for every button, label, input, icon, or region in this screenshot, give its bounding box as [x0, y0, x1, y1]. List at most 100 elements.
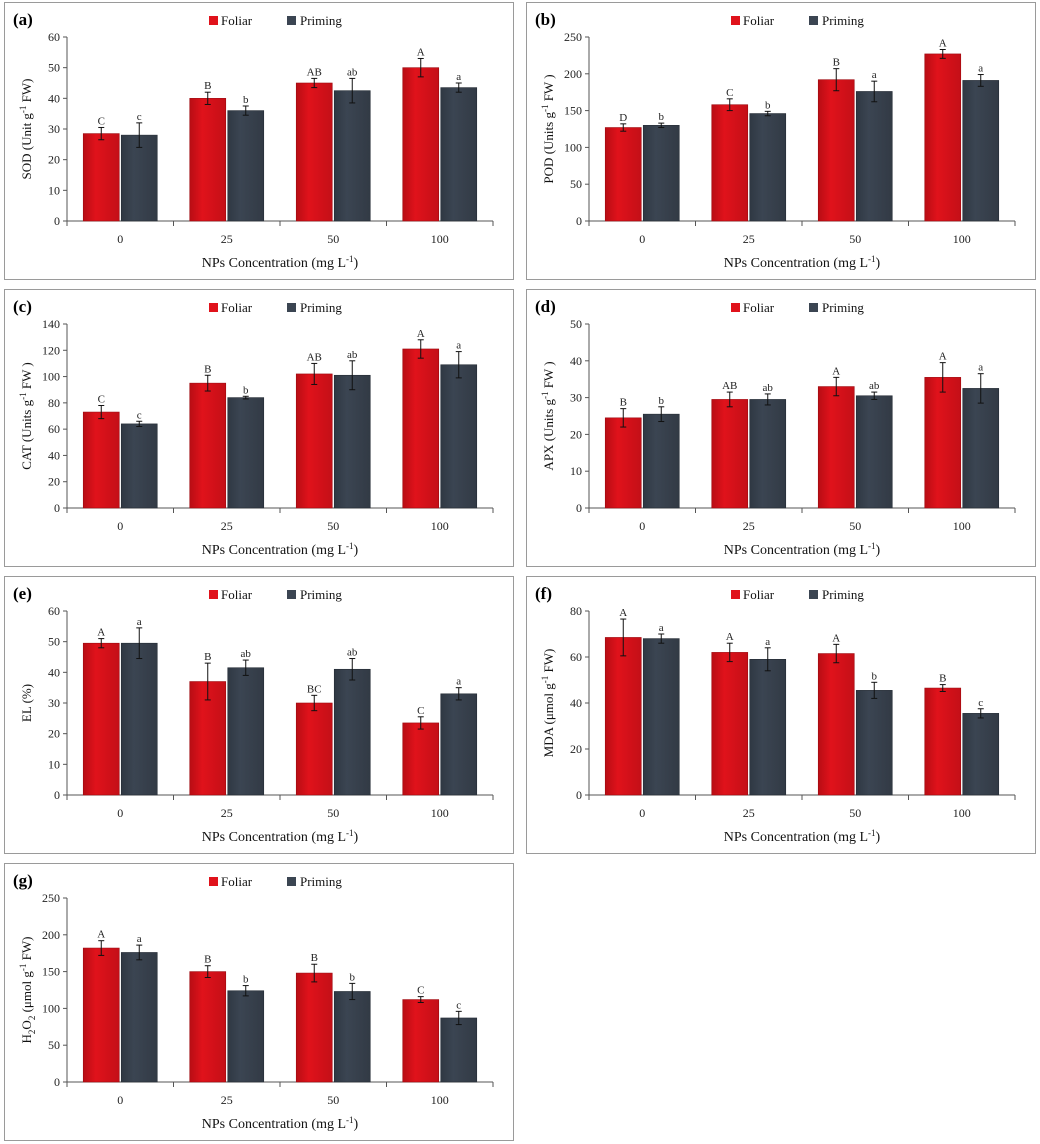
y-tick-label: 50 [570, 177, 582, 191]
x-tick-label: 0 [639, 519, 645, 533]
legend-label-foliar: Foliar [743, 587, 775, 602]
y-tick-label: 50 [48, 61, 60, 75]
bar-foliar [924, 53, 962, 222]
significance-letter: B [311, 952, 318, 964]
legend-swatch-foliar [731, 590, 740, 599]
legend-swatch-foliar [209, 877, 218, 886]
x-tick-label: 50 [327, 232, 339, 246]
y-tick-label: 60 [570, 650, 582, 664]
chart-svg: (a) Foliar Priming 0 10 20 30 40 50 60 0 C c 25 Bb 50 AB… [13, 10, 494, 271]
y-tick-label: 80 [570, 604, 582, 618]
significance-letter: a [137, 616, 142, 628]
y-tick-label: 50 [570, 317, 582, 331]
bar-foliar [295, 82, 333, 222]
bar-foliar [604, 127, 642, 222]
bar-priming [855, 91, 893, 222]
y-tick-label: 100 [42, 370, 60, 384]
bar-priming [855, 395, 893, 509]
significance-letter: c [137, 409, 142, 421]
bar-foliar [817, 653, 855, 796]
x-tick-label: 25 [743, 232, 755, 246]
bar-priming [227, 667, 265, 796]
y-tick-label: 60 [48, 422, 60, 436]
y-tick-label: 150 [564, 104, 582, 118]
y-tick-label: 40 [570, 696, 582, 710]
significance-letter: AB [722, 380, 737, 392]
significance-letter: a [456, 676, 461, 688]
legend-swatch-priming [809, 16, 818, 25]
legend-label-foliar: Foliar [743, 13, 775, 28]
bar-foliar [711, 652, 749, 796]
bar-priming [749, 113, 787, 222]
x-tick-label: 100 [431, 1093, 449, 1107]
chart-svg: (b) Foliar Priming 0 50 100 150 200 250 0 D b 25 Cb 50… [535, 10, 1016, 271]
significance-letter: A [619, 607, 627, 619]
significance-letter: A [726, 631, 734, 643]
x-tick-label: 100 [431, 519, 449, 533]
significance-letter: B [204, 651, 211, 663]
y-tick-label: 10 [570, 464, 582, 478]
y-axis-title: MDA (μmol g-1 FW) [540, 649, 556, 758]
significance-letter: C [417, 985, 424, 997]
significance-letter: a [456, 71, 461, 83]
y-axis-title: EL (%) [19, 684, 34, 722]
y-tick-label: 0 [576, 501, 582, 515]
significance-letter: a [978, 362, 983, 374]
y-tick-label: 30 [570, 391, 582, 405]
panel-letter: (c) [13, 297, 32, 316]
significance-letter: B [620, 397, 627, 409]
x-tick-label: 100 [953, 519, 971, 533]
y-tick-label: 60 [48, 30, 60, 44]
significance-letter: a [659, 622, 664, 634]
y-tick-label: 10 [48, 757, 60, 771]
bar-foliar [924, 377, 962, 509]
significance-letter: ab [241, 648, 252, 660]
significance-letter: c [456, 999, 461, 1011]
chart-svg: (g) Foliar Priming 0 50 100 150 200 250 0 A a 25 Bb 50… [13, 871, 494, 1132]
chart-svg: (d) Foliar Priming 0 10 20 30 40 50 0 B b 25 AB ab 50 Aa… [535, 297, 1016, 558]
legend-label-priming: Priming [822, 587, 864, 602]
panel-letter: (f) [535, 584, 552, 603]
bar-priming [749, 399, 787, 509]
x-tick-label: 50 [327, 806, 339, 820]
x-tick-label: 0 [117, 806, 123, 820]
bar-priming [642, 125, 680, 222]
bar-foliar [402, 722, 440, 796]
y-tick-label: 0 [576, 788, 582, 802]
x-tick-label: 0 [639, 806, 645, 820]
bar-foliar [604, 417, 642, 509]
bar-priming [642, 413, 680, 509]
significance-letter: A [939, 38, 947, 50]
significance-letter: A [832, 632, 840, 644]
bar-foliar [82, 947, 120, 1083]
bar-foliar [604, 637, 642, 796]
significance-letter: b [765, 99, 771, 111]
significance-letter: A [97, 627, 105, 639]
y-tick-label: 0 [54, 1075, 60, 1089]
y-tick-label: 200 [564, 67, 582, 81]
legend-label-priming: Priming [300, 300, 342, 315]
x-tick-label: 0 [639, 232, 645, 246]
significance-letter: BC [307, 683, 322, 695]
panel-letter: (g) [13, 871, 33, 890]
x-tick-label: 100 [953, 806, 971, 820]
x-tick-label: 25 [221, 232, 233, 246]
legend-swatch-foliar [209, 590, 218, 599]
significance-letter: a [872, 69, 877, 81]
y-tick-label: 100 [42, 1001, 60, 1015]
y-tick-label: 140 [42, 317, 60, 331]
y-tick-label: 200 [42, 928, 60, 942]
y-axis-title: APX (Units g-1 FW ) [540, 361, 556, 470]
y-tick-label: 40 [570, 354, 582, 368]
bar-foliar [924, 687, 962, 796]
significance-letter: B [204, 363, 211, 375]
x-tick-label: 0 [117, 519, 123, 533]
significance-letter: A [417, 46, 425, 58]
y-tick-label: 100 [564, 140, 582, 154]
y-tick-label: 0 [576, 214, 582, 228]
